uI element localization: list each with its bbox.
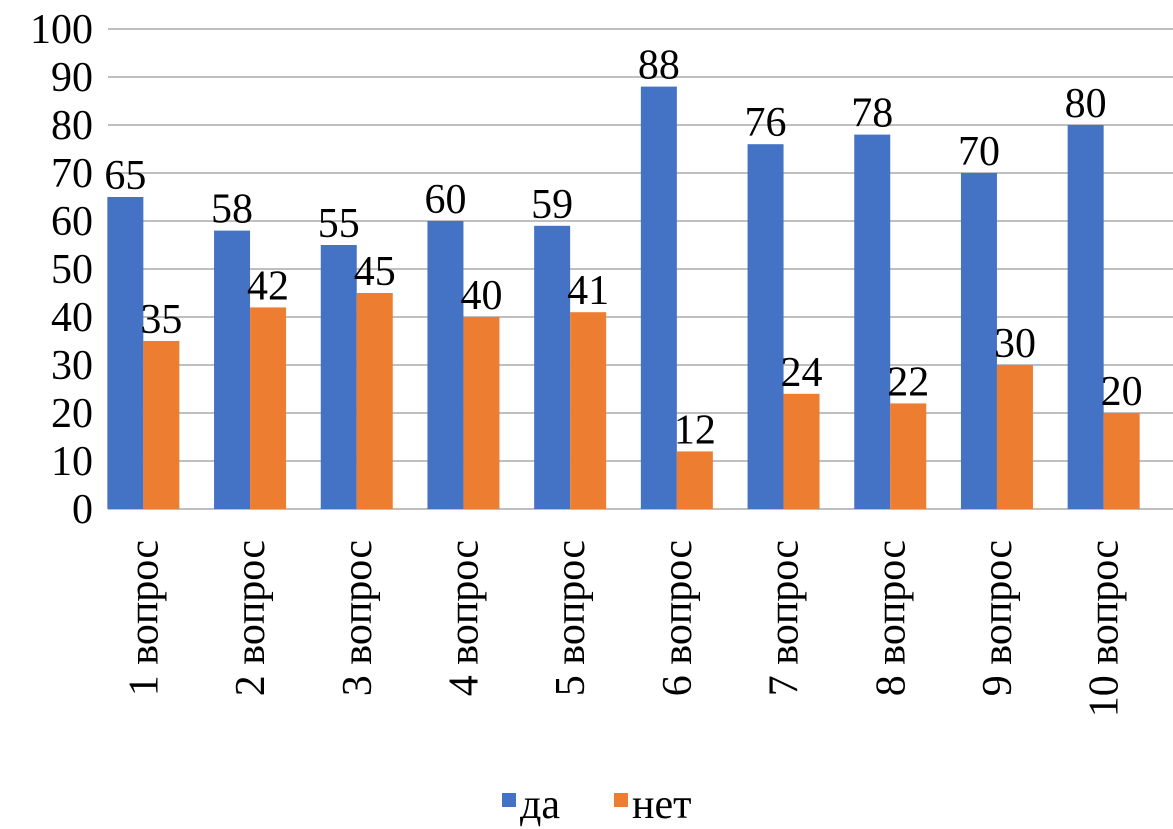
legend-swatch [502,793,516,807]
data-label: 45 [354,249,396,295]
data-label: 58 [211,187,253,233]
y-tick-label: 10 [51,439,93,485]
y-tick-label: 70 [51,151,93,197]
data-label: 55 [318,201,360,247]
data-label: 65 [104,153,146,199]
bar-series-2 [1103,413,1140,509]
y-tick-label: 80 [51,103,93,149]
bar-series-1 [1067,125,1104,509]
data-label: 59 [531,182,573,228]
y-tick-label: 90 [51,55,93,101]
category-label: 4 вопрос [441,540,487,696]
bar-series-2 [143,341,180,509]
y-tick-label: 100 [30,7,93,53]
legend-label: да [520,782,560,828]
data-label: 88 [638,43,680,89]
bar-series-1 [427,221,464,509]
bar-series-2 [570,312,607,509]
data-label: 20 [1101,369,1143,415]
data-label: 60 [424,177,466,223]
y-tick-label: 40 [51,295,93,341]
data-label: 70 [958,129,1000,175]
y-tick-label: 60 [51,199,93,245]
bar-series-1 [320,245,357,509]
bar-series-1 [107,197,144,509]
bar-series-1 [214,230,251,509]
bar-series-1 [747,144,784,509]
data-label: 41 [567,268,609,314]
category-label: 7 вопрос [762,540,808,696]
category-label: 8 вопрос [868,540,914,696]
bar-series-2 [676,451,713,509]
data-label: 35 [140,297,182,343]
category-label: 9 вопрос [975,540,1021,696]
data-label: 80 [1065,81,1107,127]
bar-series-2 [250,307,287,509]
category-label: 1 вопрос [121,540,167,696]
category-label: 5 вопрос [548,540,594,696]
category-label: 3 вопрос [335,540,381,696]
legend-label: нет [632,782,691,828]
y-tick-label: 0 [72,487,93,533]
x-axis-category-labels: 1 вопрос 2 вопрос 3 вопрос 4 вопрос 5 вопрос… [121,540,1127,717]
y-tick-label: 20 [51,391,93,437]
legend-swatch [614,793,628,807]
y-tick-label: 50 [51,247,93,293]
y-tick-label: 30 [51,343,93,389]
data-label: 78 [851,91,893,137]
bar-series-1 [640,86,677,509]
data-label: 24 [781,350,823,396]
category-label: 10 вопрос [1082,540,1128,717]
data-label: 40 [460,273,502,319]
data-label: 22 [887,359,929,405]
category-label: 2 вопрос [228,540,274,696]
category-label: 6 вопрос [655,540,701,696]
bar-series-2 [463,317,500,509]
bar-series-1 [534,225,571,510]
data-label: 30 [994,321,1036,367]
bar-series-2 [783,393,820,509]
bars [107,86,1140,510]
bar-series-1 [854,134,891,509]
data-label: 76 [745,100,787,146]
bar-series-1 [960,173,997,509]
bar-series-2 [996,365,1033,509]
legend: да нет [502,782,691,828]
data-label: 42 [247,263,289,309]
data-label: 12 [674,407,716,453]
bar-series-2 [890,403,927,509]
bar-series-2 [356,293,393,509]
